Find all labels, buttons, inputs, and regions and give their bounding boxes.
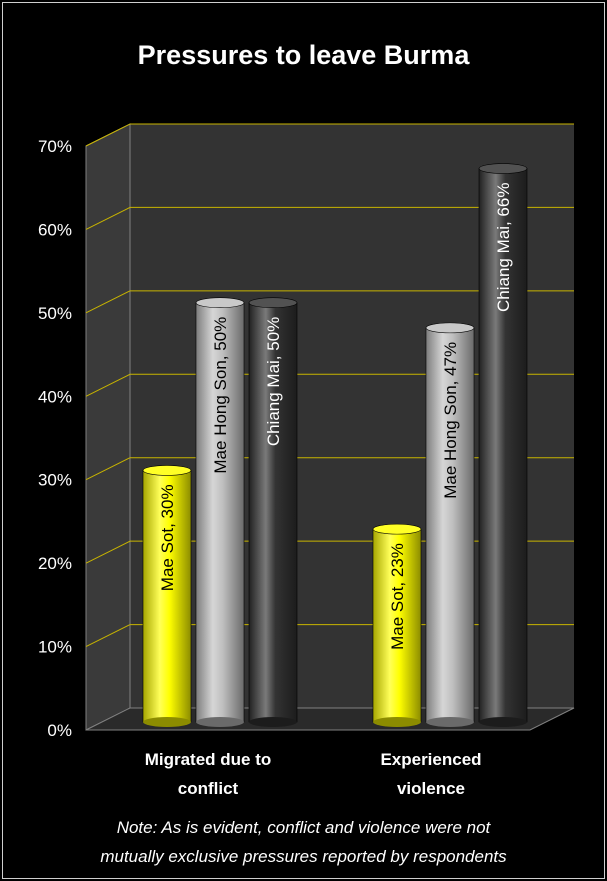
bar [425, 322, 475, 727]
bar-body [372, 528, 422, 723]
y-tick-label: 30% [38, 471, 72, 490]
bar-base [479, 717, 527, 727]
bar [372, 523, 422, 727]
bar [195, 297, 245, 727]
bar-base [196, 717, 244, 727]
gridline [85, 123, 574, 147]
bar-top [195, 297, 245, 309]
bar-body [248, 302, 298, 723]
bar-top [425, 322, 475, 334]
bar-body [142, 470, 192, 723]
bar-top [248, 297, 298, 309]
bar-data-label: Chiang Mai, 50% [264, 317, 283, 446]
bar [142, 465, 192, 727]
y-tick-label: 60% [38, 220, 72, 239]
y-tick-label: 40% [38, 387, 72, 406]
bar-base [249, 717, 297, 727]
y-tick-label: 50% [38, 304, 72, 323]
bar-base [143, 717, 191, 727]
bar-data-label: Mae Hong Son, 50% [211, 317, 230, 474]
y-tick-label: 70% [38, 137, 72, 156]
note-line: mutually exclusive pressures reported by… [100, 847, 507, 866]
bar-top [372, 523, 422, 535]
bar-base [373, 717, 421, 727]
gridline [85, 290, 574, 314]
bar-data-label: Mae Sot, 30% [158, 484, 177, 591]
y-tick-label: 0% [47, 721, 72, 740]
bar-top [478, 163, 528, 174]
bar-data-label: Mae Sot, 23% [388, 543, 407, 650]
bar-body [478, 168, 528, 723]
y-tick-label: 20% [38, 554, 72, 573]
bar-base [426, 717, 474, 727]
bar-data-label: Mae Hong Son, 47% [441, 342, 460, 499]
category-label-line: Migrated due to [144, 750, 272, 769]
bar-top [142, 465, 192, 476]
bar [478, 163, 528, 727]
category-label-line: Experienced [380, 750, 482, 769]
bar-data-label: Chiang Mai, 66% [494, 183, 513, 312]
gridline [85, 206, 574, 230]
note-line: Note: As is evident, conflict and violen… [116, 818, 491, 837]
chart-note: Note: As is evident, conflict and violen… [0, 813, 607, 871]
category-label-line: violence [396, 779, 466, 798]
bar [248, 297, 298, 727]
chart-title: Pressures to leave Burma [137, 40, 470, 70]
category-label-migrated: Migrated due to conflict [98, 745, 318, 803]
y-tick-label: 10% [38, 638, 72, 657]
bar-body [425, 327, 475, 723]
plot-side-wall [85, 123, 131, 731]
category-label-line: conflict [177, 779, 239, 798]
category-label-violence: Experienced violence [321, 745, 541, 803]
